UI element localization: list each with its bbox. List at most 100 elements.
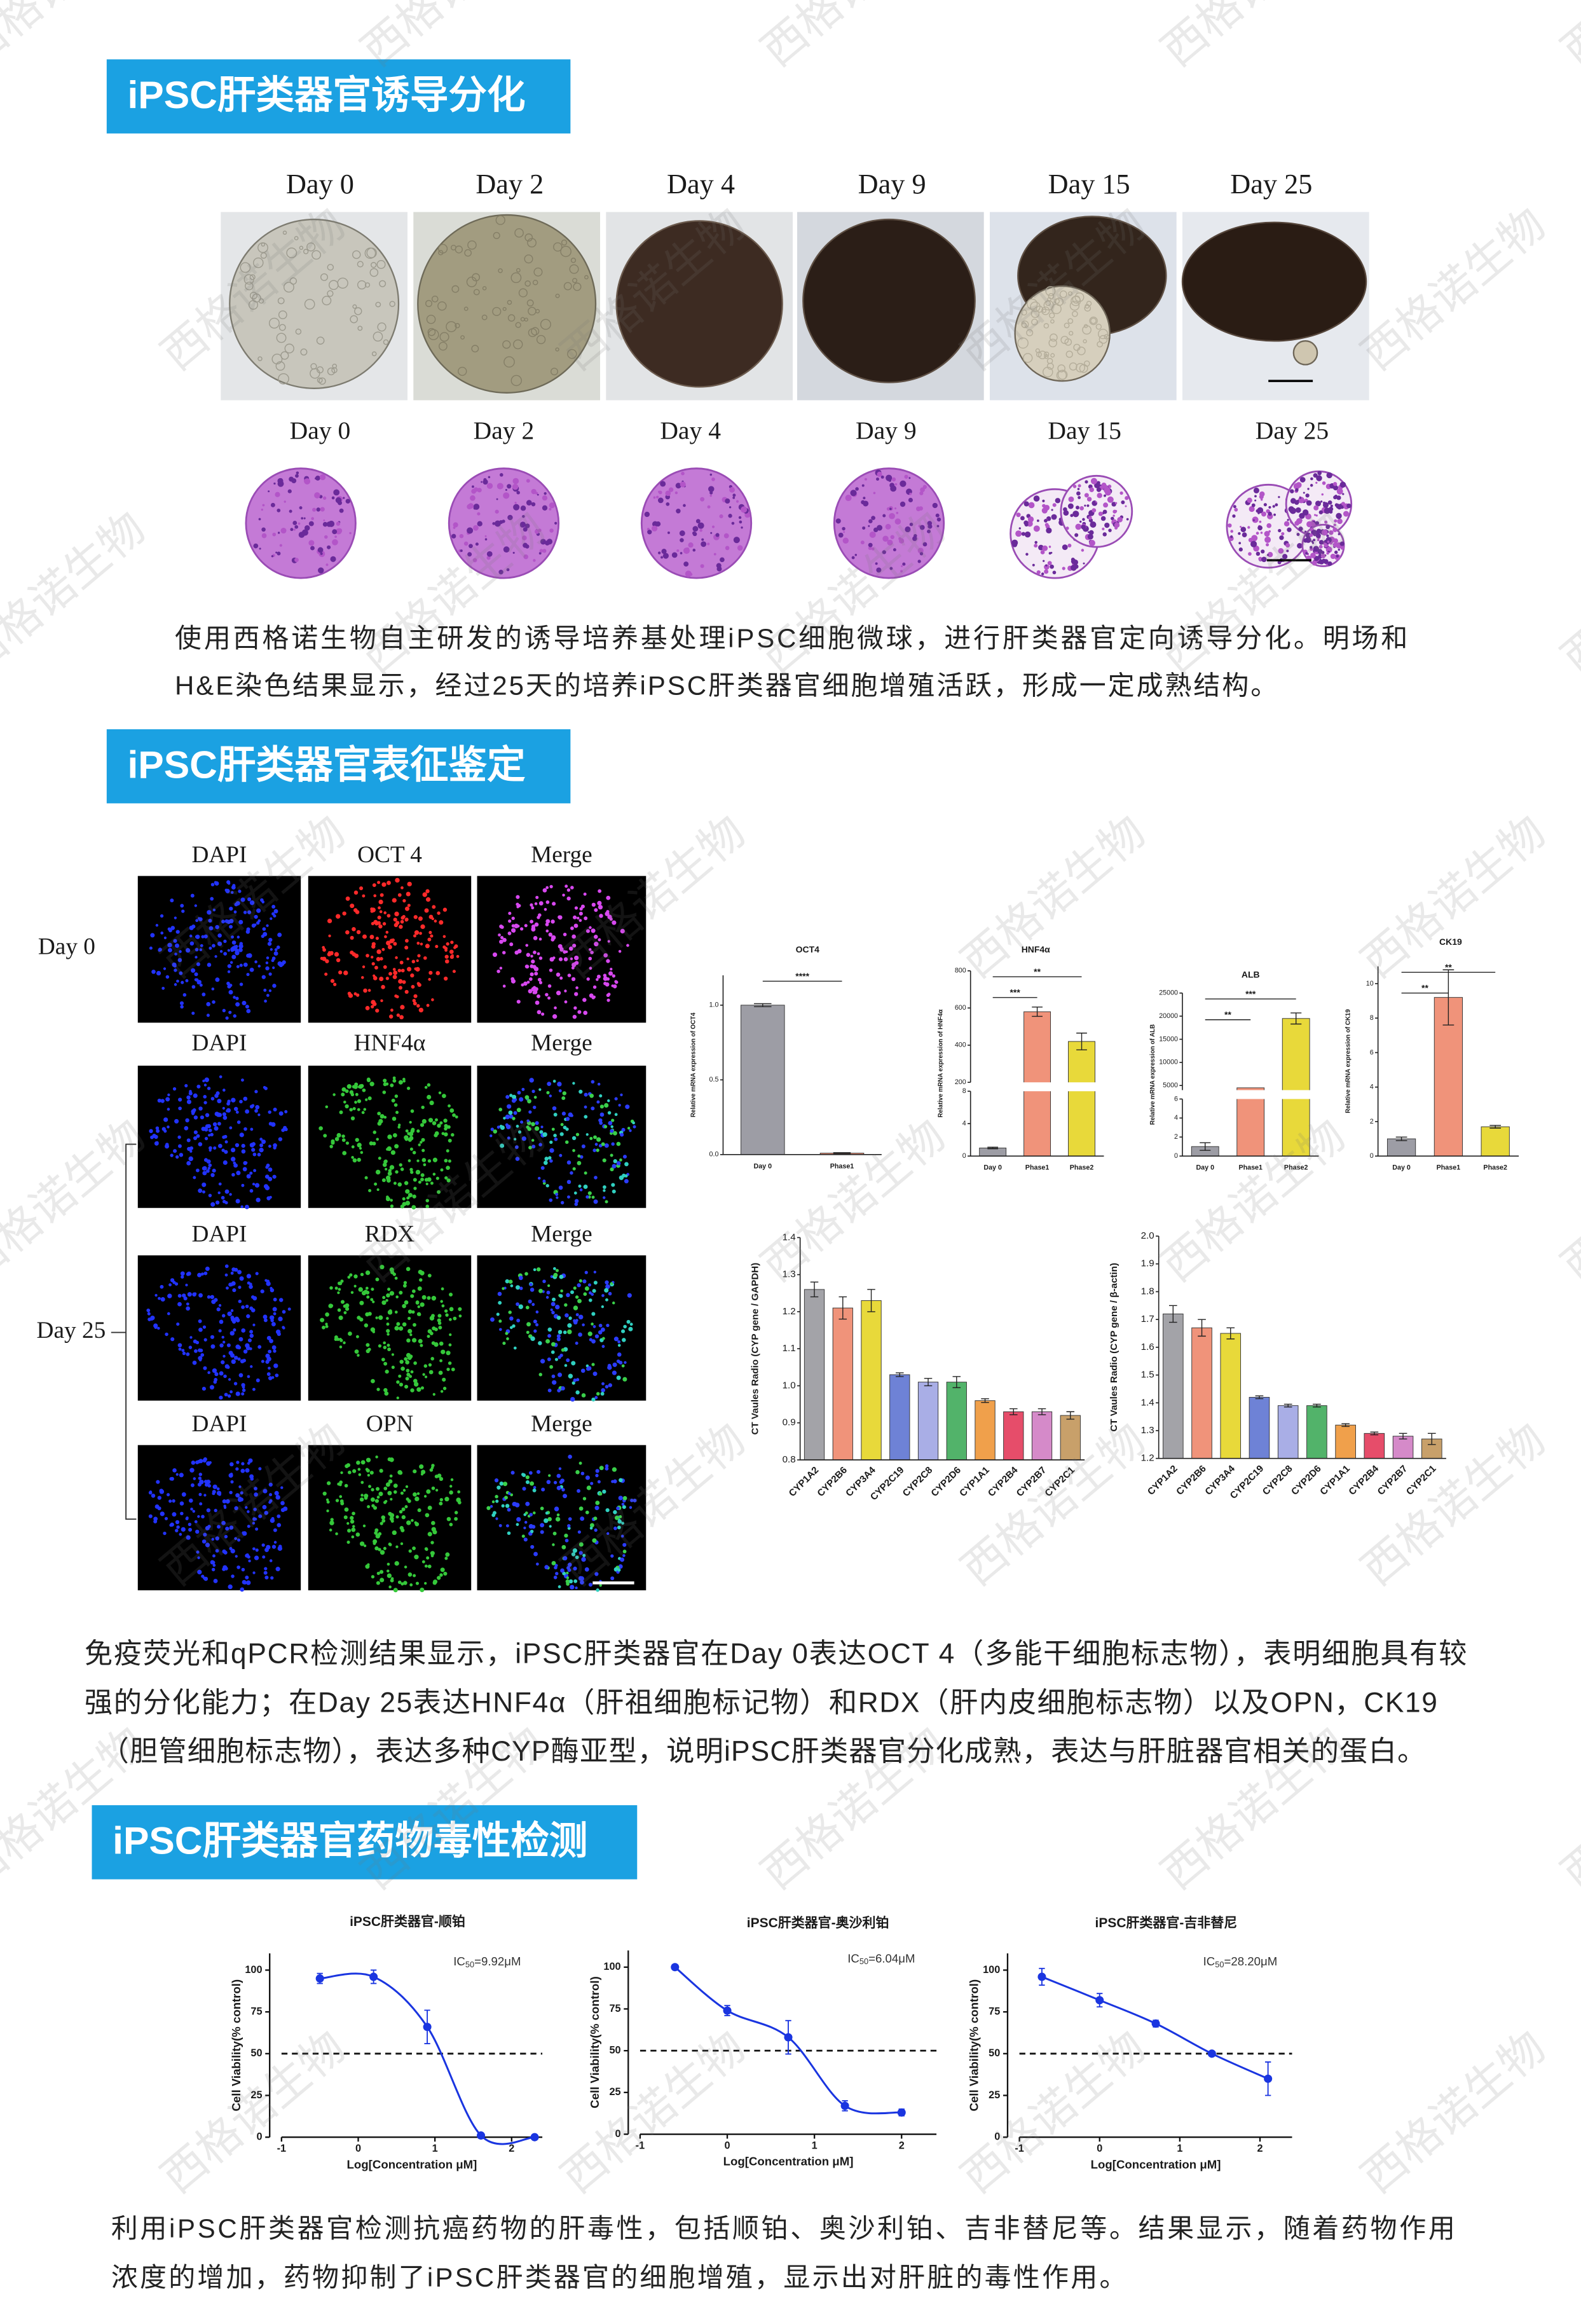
fluorescence-dot	[423, 1364, 428, 1368]
fluorescence-dot	[165, 1332, 168, 1337]
he-nucleus	[843, 531, 845, 533]
fluorescence-dot	[242, 1388, 246, 1392]
fluorescence-dot	[244, 1204, 249, 1209]
he-nucleus	[496, 498, 498, 500]
fluorescence-dot	[533, 1105, 537, 1110]
fluorescence-dot	[499, 1328, 502, 1331]
he-nucleus	[900, 480, 907, 487]
fluorescence-dot	[428, 1363, 432, 1367]
fluorescence-dot	[392, 1133, 397, 1138]
fluorescence-dot	[375, 1169, 381, 1175]
he-nucleus	[1081, 525, 1086, 530]
he-nucleus	[514, 502, 517, 504]
fluorescence-dot	[587, 1283, 591, 1287]
he-nucleus	[535, 529, 540, 534]
ic50-sub: 50	[859, 1957, 868, 1967]
fluorescence-dot	[458, 1307, 462, 1311]
he-nucleus	[512, 483, 519, 490]
fluorescence-dot	[540, 1125, 544, 1129]
fluorescence-dot	[437, 1190, 441, 1194]
he-nucleus	[741, 526, 743, 529]
fluorescence-dot	[489, 1504, 493, 1508]
he-nucleus	[907, 490, 910, 493]
fluorescence-dot	[395, 956, 398, 959]
fluorescence-dot	[570, 1171, 573, 1175]
bar	[946, 1382, 967, 1461]
he-nucleus	[1263, 503, 1267, 507]
fluorescence-dot	[520, 1120, 524, 1124]
he-nucleus	[1278, 528, 1282, 533]
fluorescence-dot	[448, 1159, 451, 1163]
fluorescence-dot	[178, 1347, 182, 1351]
fluorescence-dot	[371, 962, 375, 966]
he-nucleus	[889, 507, 892, 511]
fluorescence-dot	[243, 1096, 248, 1101]
fluorescence-dot	[246, 1008, 251, 1014]
he-nucleus	[889, 483, 895, 488]
fluorescence-dot	[573, 1379, 577, 1382]
fluorescence-dot	[400, 1005, 405, 1010]
fluorescence-dot	[507, 1508, 511, 1512]
fluorescence-dot	[389, 1516, 394, 1522]
fluorescence-dot	[221, 1148, 225, 1152]
fluorescence-dot	[179, 1001, 184, 1005]
fluorescence-dot	[336, 1337, 340, 1341]
fluorescence-dot	[195, 1460, 200, 1464]
fluorescence-dot	[384, 1391, 389, 1396]
fluorescence-dot	[223, 1504, 226, 1508]
he-nucleus	[1338, 548, 1340, 551]
fluorescence-dot	[203, 1576, 209, 1581]
fluorescence-dot	[210, 883, 215, 886]
fluorescence-dot	[198, 1356, 203, 1361]
fluorescence-dot	[489, 1134, 493, 1138]
fluorescence-dot	[187, 1271, 191, 1276]
fluorescence-dot	[381, 1358, 385, 1362]
fluorescence-dot	[249, 900, 255, 905]
fluorescence-dot	[425, 944, 430, 949]
texture	[278, 310, 287, 320]
fluorescence-dot	[556, 1196, 559, 1199]
error-bar	[1032, 1007, 1043, 1017]
fluorescence-dot	[598, 1492, 603, 1496]
fluorescence-dot	[365, 1468, 369, 1471]
fluorescence-dot	[550, 1308, 553, 1312]
data-point	[1095, 1996, 1104, 2005]
fluorescence-dot	[329, 1145, 333, 1148]
fluorescence-dot	[558, 1185, 563, 1190]
fluorescence-dot	[381, 1518, 386, 1523]
fluorescence-dot	[378, 1548, 381, 1551]
fluorescence-dot	[388, 972, 392, 976]
he-nucleus	[1100, 516, 1106, 521]
fluorescence-dot	[534, 972, 538, 976]
fluorescence-dot	[271, 1544, 277, 1549]
fluorescence-dot	[390, 1083, 394, 1087]
he-nucleus	[915, 506, 921, 511]
fluorescence-dot	[549, 1094, 552, 1097]
fluorescence-dot	[606, 895, 611, 900]
he-nucleus	[909, 522, 914, 526]
fluorescence-dot	[425, 897, 431, 902]
fluorescence-dot	[268, 989, 272, 993]
he-nucleus	[1332, 527, 1338, 533]
he-nucleus	[851, 556, 855, 560]
he-nucleus	[1313, 473, 1318, 478]
he-nucleus	[1047, 561, 1052, 566]
fluorescence-dot	[620, 1557, 625, 1562]
fluorescence-dot	[219, 1371, 224, 1376]
fluorescence-dot	[575, 1319, 578, 1322]
fluorescence-dot	[399, 1015, 404, 1020]
x-tick-label: 0	[1097, 2143, 1102, 2154]
fluorescence-dot	[522, 1487, 526, 1491]
x-tick-label: -1	[277, 2143, 287, 2154]
fluorescence-dot	[601, 1327, 605, 1332]
fluorescence-dot	[585, 929, 590, 933]
fluorescence-dot	[268, 1122, 273, 1126]
fluorescence-dot	[259, 1148, 264, 1153]
fluorescence-dot	[613, 1337, 619, 1342]
fluorescence-dot	[332, 1093, 336, 1096]
he-nucleus	[1228, 523, 1232, 528]
fluorescence-dot	[392, 975, 397, 979]
fluorescence-dot	[339, 1110, 343, 1115]
group-label: Day 25	[37, 1317, 106, 1344]
fluorescence-dot	[256, 908, 261, 913]
